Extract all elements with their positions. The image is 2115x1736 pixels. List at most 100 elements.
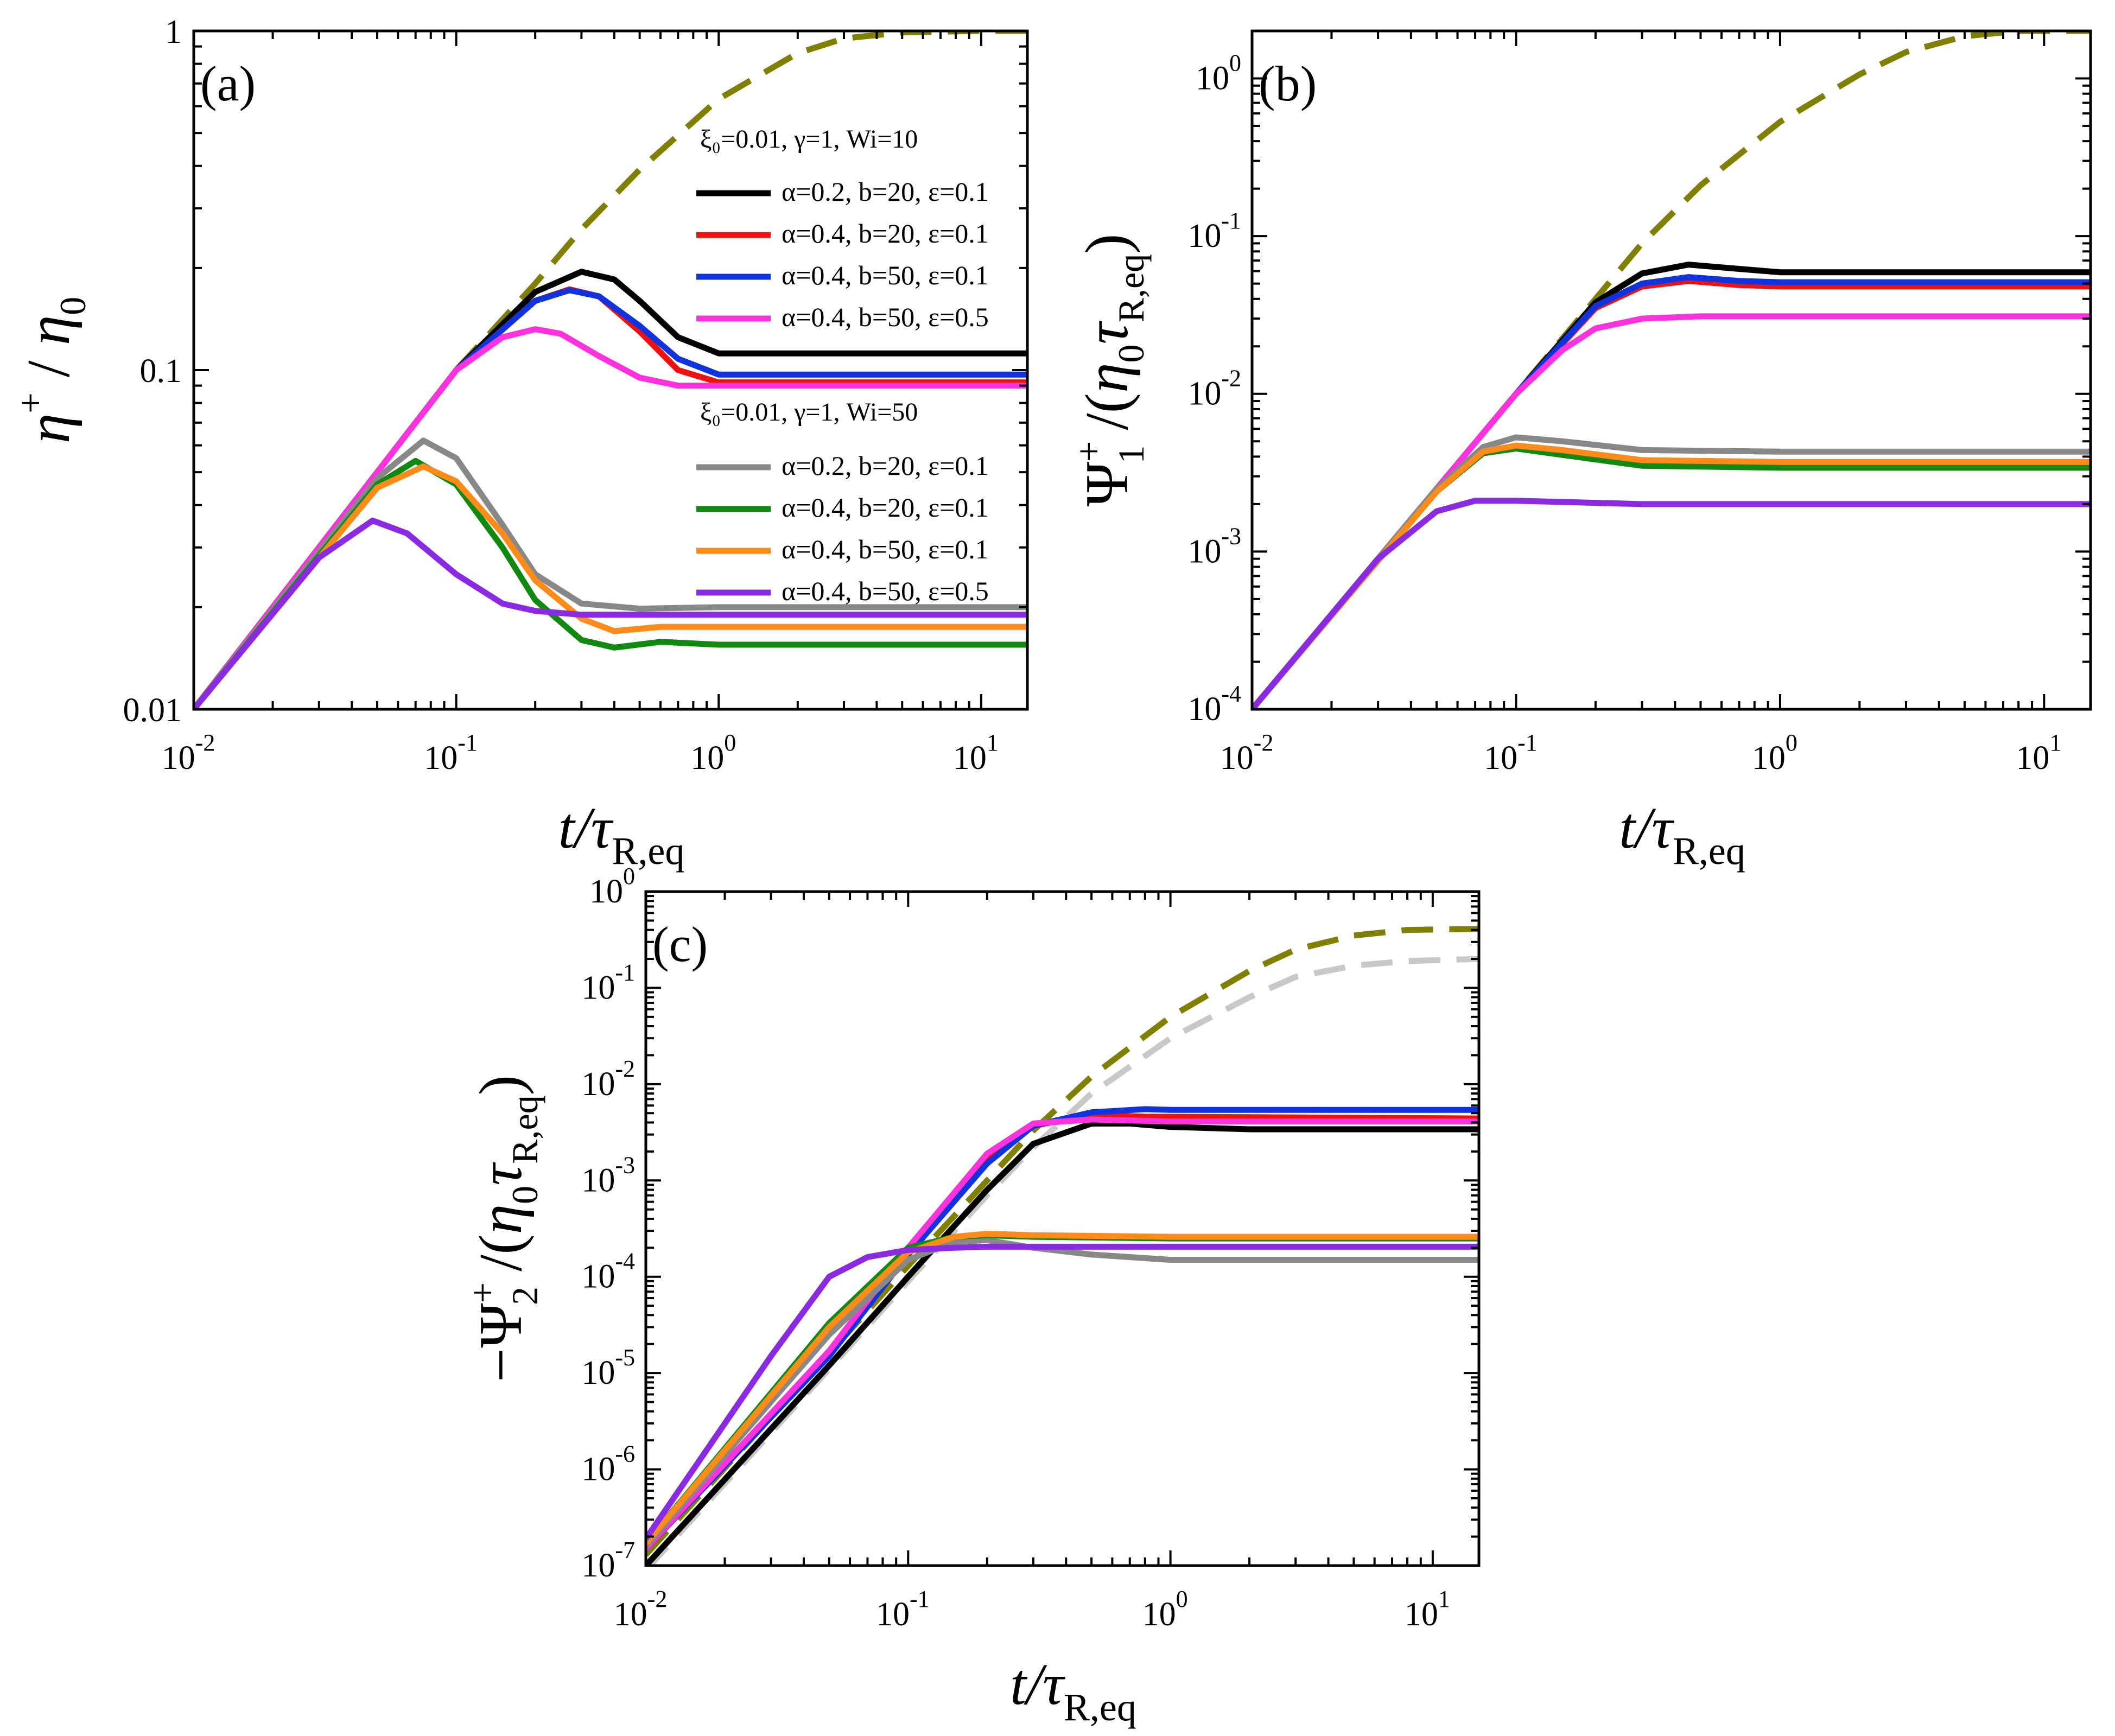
y-axis-label-b: Ψ+1 /(η0τR,eq) bbox=[1068, 234, 1152, 507]
legend: ξ₀=0.01, γ=1, Wi=10 α=0.2, b=20, ε=0.1 α=0… bbox=[696, 125, 989, 606]
y-tick-exponent: -4 bbox=[615, 1248, 635, 1275]
series-line-a-8 bbox=[194, 517, 1027, 709]
x-tick-label-a-1: 10-1 bbox=[424, 729, 478, 777]
x-tick-base: 10 bbox=[876, 1596, 910, 1633]
y-tick-base: 10 bbox=[581, 1066, 615, 1103]
y-axis-label-part: ) bbox=[467, 1075, 535, 1095]
y-axis-label-part: η bbox=[467, 1204, 535, 1235]
x-axis-label-sub: R,eq bbox=[612, 829, 684, 873]
y-axis-label-part: 0 bbox=[1110, 344, 1152, 363]
y-tick-label-b-4: 100 bbox=[1196, 49, 1241, 97]
x-axis-label-main: t/τ bbox=[1619, 796, 1674, 861]
y-axis-label-part: 1 bbox=[1110, 445, 1152, 463]
y-axis-label-c: −Ψ+2 /(η0τR,eq) bbox=[462, 1075, 545, 1382]
series-line-b-6 bbox=[1252, 446, 2091, 709]
x-tick-exponent: 1 bbox=[987, 729, 999, 756]
x-tick-base: 10 bbox=[2016, 740, 2049, 777]
y-axis-label-part: η bbox=[15, 315, 82, 346]
x-tick-base: 10 bbox=[953, 740, 987, 777]
y-tick-label-a-2: 1 bbox=[165, 14, 182, 50]
y-axis-label-part: Ψ bbox=[1074, 461, 1141, 506]
y-tick-base: 10 bbox=[581, 1162, 615, 1199]
panel-label-c: (c) bbox=[652, 917, 708, 972]
panel-label-b: (b) bbox=[1259, 56, 1317, 111]
series-line-b-0 bbox=[1252, 31, 2091, 709]
y-tick-base: 10 bbox=[581, 1258, 615, 1295]
x-axis-label-sub: R,eq bbox=[1064, 1686, 1136, 1729]
series-group bbox=[194, 31, 1027, 709]
x-tick-exponent: -1 bbox=[910, 1586, 930, 1612]
x-tick-exponent: 1 bbox=[2049, 729, 2061, 756]
series-line-a-5 bbox=[194, 437, 1027, 709]
y-tick-label-c-2: 10-5 bbox=[581, 1344, 635, 1391]
x-tick-base: 10 bbox=[162, 740, 195, 777]
plot-frame bbox=[644, 890, 1481, 1567]
series-group bbox=[646, 926, 1479, 1566]
x-tick-label-b-3: 101 bbox=[2016, 729, 2061, 777]
y-tick-exponent: -1 bbox=[1221, 207, 1241, 234]
legend-label-0-0: α=0.2, b=20, ε=0.1 bbox=[782, 176, 989, 207]
x-tick-label-a-3: 101 bbox=[953, 729, 999, 777]
y-tick-base: 10 bbox=[581, 1547, 615, 1584]
legend-label-1-0: α=0.2, b=20, ε=0.1 bbox=[782, 450, 989, 481]
panel-c: 10-2 10-1 100 10110-710-610-510-410-310-210… bbox=[462, 863, 1481, 1729]
x-tick-label-a-0: 10-2 bbox=[162, 729, 215, 777]
y-tick-exponent: 0 bbox=[1229, 49, 1241, 76]
x-axis-label-c: t/τR,eq bbox=[1010, 1652, 1136, 1729]
series-line-c-1 bbox=[646, 956, 1479, 1566]
y-axis-label-part: / bbox=[15, 345, 82, 392]
y-axis-label-part: 0 bbox=[52, 297, 93, 315]
y-tick-exponent: -3 bbox=[615, 1152, 635, 1178]
y-tick-base: 10 bbox=[581, 1451, 615, 1488]
legend-label-0-3: α=0.4, b=50, ε=0.5 bbox=[782, 302, 989, 332]
y-tick-exponent: -5 bbox=[615, 1344, 635, 1371]
series-line-b-2 bbox=[1252, 278, 2091, 709]
x-tick-label-b-0: 10-2 bbox=[1220, 729, 1274, 777]
series-line-b-8 bbox=[1252, 498, 2091, 709]
y-axis-label-part: /( bbox=[467, 1234, 535, 1286]
series-line-a-3 bbox=[194, 287, 1027, 709]
x-tick-label-b-2: 100 bbox=[1752, 729, 1798, 777]
y-axis-label-part: + bbox=[462, 1282, 503, 1303]
y-axis-label-part: τ bbox=[467, 1162, 535, 1186]
y-tick-base: 10 bbox=[581, 969, 615, 1006]
y-tick-exponent: -2 bbox=[1221, 365, 1241, 392]
y-tick-base: 10 bbox=[1187, 376, 1221, 412]
y-tick-label-b-1: 10-3 bbox=[1187, 523, 1241, 570]
x-tick-label-c-3: 101 bbox=[1405, 1586, 1450, 1633]
x-tick-base: 10 bbox=[1405, 1596, 1438, 1633]
y-tick-base: 10 bbox=[1187, 218, 1221, 255]
x-tick-exponent: -1 bbox=[1517, 729, 1538, 756]
x-axis-label-b: t/τR,eq bbox=[1619, 796, 1745, 873]
y-tick-exponent: -1 bbox=[615, 959, 635, 985]
y-tick-label-c-1: 10-6 bbox=[581, 1441, 635, 1488]
legend-label-1-3: α=0.4, b=50, ε=0.5 bbox=[782, 576, 989, 606]
x-tick-base: 10 bbox=[614, 1596, 647, 1633]
series-line-c-9 bbox=[646, 1243, 1479, 1541]
y-tick-base: 10 bbox=[1187, 691, 1221, 728]
y-tick-exponent: -7 bbox=[615, 1537, 635, 1563]
y-axis-label-part: R,eq bbox=[1110, 254, 1152, 323]
y-tick-label-b-0: 10-4 bbox=[1187, 681, 1241, 728]
x-axis-label-main: t/τ bbox=[558, 796, 614, 861]
series-line-c-5 bbox=[646, 1116, 1479, 1551]
x-tick-base: 10 bbox=[1220, 740, 1254, 777]
x-tick-label-b-1: 10-1 bbox=[1484, 729, 1538, 777]
series-line-b-1 bbox=[1252, 262, 2091, 709]
x-tick-base: 10 bbox=[1484, 740, 1517, 777]
y-tick-label-a-0: 0.01 bbox=[123, 692, 182, 729]
x-tick-exponent: 0 bbox=[724, 729, 736, 756]
y-axis-label-part: −Ψ bbox=[467, 1303, 535, 1382]
series-line-c-7 bbox=[646, 1232, 1479, 1546]
series-line-a-7 bbox=[194, 463, 1027, 709]
x-axis-label-a: t/τR,eq bbox=[558, 796, 685, 873]
series-line-c-4 bbox=[646, 1106, 1479, 1551]
x-tick-exponent: 0 bbox=[1176, 1586, 1188, 1612]
y-tick-base: 10 bbox=[581, 1355, 615, 1391]
y-tick-label-a-1: 0.1 bbox=[140, 353, 182, 390]
legend-label-1-2: α=0.4, b=50, ε=0.1 bbox=[782, 534, 989, 564]
legend-label-0-1: α=0.4, b=20, ε=0.1 bbox=[782, 218, 989, 249]
